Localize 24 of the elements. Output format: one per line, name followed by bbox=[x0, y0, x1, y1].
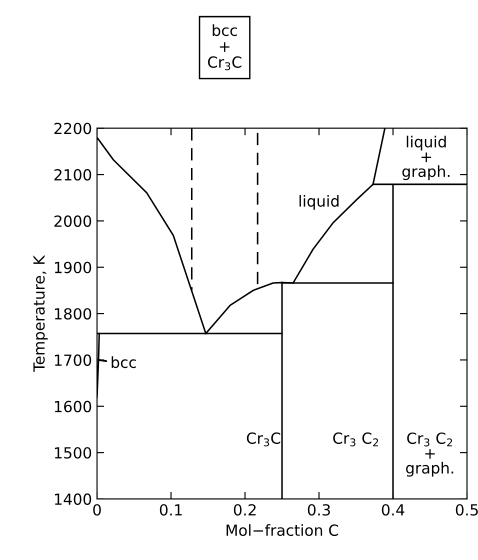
annotation: liquid + graph. bbox=[402, 136, 450, 180]
y-axis-title: Temperature, K bbox=[33, 255, 48, 372]
annotation: Cr$_{3}$ C$_{2}$ + graph. bbox=[406, 432, 454, 477]
x-tick-label: 0.5 bbox=[456, 504, 478, 516]
x-tick-label: 0.3 bbox=[308, 504, 330, 516]
x-tick-label: 0.4 bbox=[382, 504, 404, 516]
y-tick-label: 1400 bbox=[54, 493, 92, 505]
y-tick-label: 2000 bbox=[54, 215, 92, 227]
text: bcc + Cr$_{3}$C bbox=[208, 24, 242, 70]
annotation: bcc bbox=[112, 356, 136, 368]
annotation: liquid bbox=[300, 194, 339, 210]
annotation: Cr$_{3}$ C$_{2}$ bbox=[333, 432, 378, 446]
x-axis-title: Mol−fraction C bbox=[226, 524, 338, 536]
annotation: Cr$_{3}$C bbox=[246, 432, 280, 446]
y-tick-label: 2100 bbox=[54, 169, 92, 181]
y-tick-label: 1800 bbox=[54, 308, 92, 320]
y-tick-label: 1500 bbox=[54, 447, 92, 459]
y-tick-label: 1700 bbox=[54, 354, 92, 366]
x-tick-label: 0.2 bbox=[234, 504, 256, 516]
y-tick-label: 1900 bbox=[54, 262, 92, 274]
x-tick-label: 0.1 bbox=[160, 504, 182, 516]
y-tick-label: 2200 bbox=[54, 122, 92, 134]
y-tick-label: 1600 bbox=[54, 400, 92, 412]
x-tick-label: 0 bbox=[93, 504, 101, 516]
